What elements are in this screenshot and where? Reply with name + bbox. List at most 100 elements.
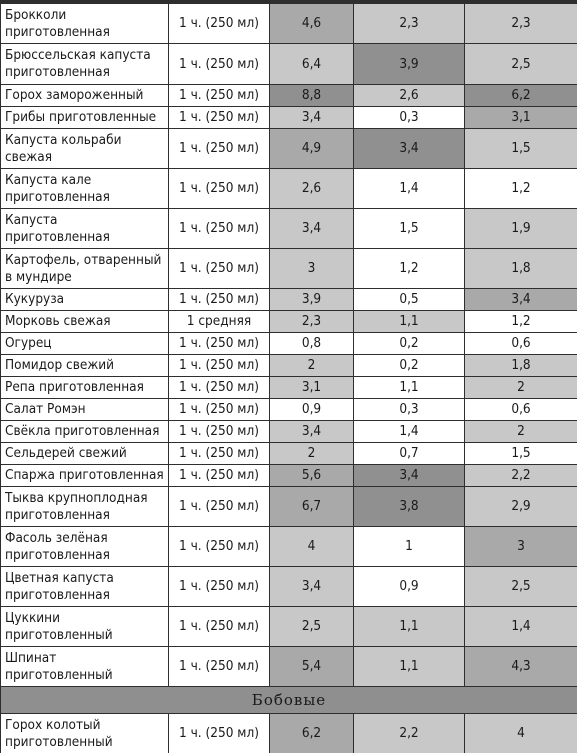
value-cell-c: 2 — [464, 376, 577, 399]
table-row: Брюссельская капуста приготовленная 1 ч. … — [0, 43, 577, 85]
table-row: Горох замороженный 1 ч. (250 мл) 8,8 2,6 6,2 — [0, 84, 577, 107]
value-cell-b: 1,2 — [353, 248, 465, 289]
portion-cell: 1 ч. (250 мл) — [168, 526, 270, 567]
value-cell-b: 0,5 — [353, 288, 465, 311]
value-cell-a: 3,4 — [269, 566, 354, 607]
value-cell-a: 3,4 — [269, 420, 354, 443]
table-row: Репа приготовленная 1 ч. (250 мл) 3,1 1,1 2 — [0, 376, 577, 399]
food-name-cell: Репа приготовленная — [0, 376, 169, 399]
table-row: Шпинат приготовленный 1 ч. (250 мл) 5,4 1,1… — [0, 646, 577, 687]
portion-cell: 1 ч. (250 мл) — [168, 420, 270, 443]
value-cell-b: 1,5 — [353, 208, 465, 249]
table-row: Фасоль зелёная приготовленная 1 ч. (250 м… — [0, 526, 577, 567]
portion-cell: 1 ч. (250 мл) — [168, 208, 270, 249]
table-row: Грибы приготовленные 1 ч. (250 мл) 3,4 0,3 3… — [0, 106, 577, 129]
value-cell-a: 2 — [269, 354, 354, 377]
value-cell-a: 3,4 — [269, 208, 354, 249]
value-cell-b: 2,2 — [353, 713, 465, 753]
value-cell-a: 2 — [269, 442, 354, 465]
value-cell-a: 2,5 — [269, 606, 354, 647]
value-cell-a: 2,6 — [269, 168, 354, 209]
portion-cell: 1 ч. (250 мл) — [168, 713, 270, 753]
value-cell-c: 2,3 — [464, 3, 577, 44]
table-row: Помидор свежий 1 ч. (250 мл) 2 0,2 1,8 — [0, 354, 577, 377]
value-cell-c: 3 — [464, 526, 577, 567]
value-cell-c: 6,2 — [464, 84, 577, 107]
food-name-cell: Горох замороженный — [0, 84, 169, 107]
value-cell-b: 2,6 — [353, 84, 465, 107]
value-cell-a: 8,8 — [269, 84, 354, 107]
table-row: Спаржа приготовленная 1 ч. (250 мл) 5,6 3,4… — [0, 464, 577, 487]
value-cell-b: 2,3 — [353, 3, 465, 44]
food-name-cell: Свёкла приготовленная — [0, 420, 169, 443]
food-name-cell: Капуста кольраби свежая — [0, 128, 169, 169]
portion-cell: 1 ч. (250 мл) — [168, 376, 270, 399]
table-row: Огурец 1 ч. (250 мл) 0,8 0,2 0,6 — [0, 332, 577, 355]
food-name-cell: Помидор свежий — [0, 354, 169, 377]
food-name-cell: Шпинат приготовленный — [0, 646, 169, 687]
value-cell-a: 6,4 — [269, 43, 354, 85]
value-cell-c: 2,2 — [464, 464, 577, 487]
table-row: Картофель, отваренный в мундире 1 ч. (250… — [0, 248, 577, 289]
value-cell-c: 0,6 — [464, 332, 577, 355]
value-cell-c: 2,5 — [464, 43, 577, 85]
value-cell-b: 0,9 — [353, 566, 465, 607]
top-rule — [0, 0, 577, 3]
portion-cell: 1 ч. (250 мл) — [168, 464, 270, 487]
value-cell-a: 3 — [269, 248, 354, 289]
value-cell-a: 6,7 — [269, 486, 354, 527]
food-name-cell: Фасоль зелёная приготовленная — [0, 526, 169, 567]
portion-cell: 1 ч. (250 мл) — [168, 398, 270, 421]
section-title: Бобовые — [0, 686, 577, 714]
portion-cell: 1 ч. (250 мл) — [168, 84, 270, 107]
value-cell-a: 5,4 — [269, 646, 354, 687]
table-row: Горох колотый приготовленный 1 ч. (250 мл… — [0, 713, 577, 753]
value-cell-c: 2,5 — [464, 566, 577, 607]
portion-cell: 1 ч. (250 мл) — [168, 248, 270, 289]
table-row: Капуста кале приготовленная 1 ч. (250 мл)… — [0, 168, 577, 209]
portion-cell: 1 ч. (250 мл) — [168, 106, 270, 129]
value-cell-a: 0,8 — [269, 332, 354, 355]
value-cell-b: 3,4 — [353, 128, 465, 169]
portion-cell: 1 ч. (250 мл) — [168, 486, 270, 527]
portion-cell: 1 ч. (250 мл) — [168, 442, 270, 465]
portion-cell: 1 ч. (250 мл) — [168, 168, 270, 209]
value-cell-a: 3,1 — [269, 376, 354, 399]
table-row: Тыква крупноплодная приготовленная 1 ч. (… — [0, 486, 577, 527]
table-row: Кукуруза 1 ч. (250 мл) 3,9 0,5 3,4 — [0, 288, 577, 311]
food-name-cell: Спаржа приготовленная — [0, 464, 169, 487]
food-name-cell: Грибы приготовленные — [0, 106, 169, 129]
table-row: Брокколи приготовленная 1 ч. (250 мл) 4,6 2… — [0, 3, 577, 44]
food-name-cell: Брокколи приготовленная — [0, 3, 169, 44]
portion-cell: 1 ч. (250 мл) — [168, 288, 270, 311]
value-cell-c: 1,4 — [464, 606, 577, 647]
food-name-cell: Брюссельская капуста приготовленная — [0, 43, 169, 85]
food-name-cell: Картофель, отваренный в мундире — [0, 248, 169, 289]
value-cell-a: 3,9 — [269, 288, 354, 311]
value-cell-c: 1,2 — [464, 168, 577, 209]
value-cell-c: 2 — [464, 420, 577, 443]
portion-cell: 1 ч. (250 мл) — [168, 3, 270, 44]
value-cell-a: 4 — [269, 526, 354, 567]
food-name-cell: Кукуруза — [0, 288, 169, 311]
value-cell-a: 2,3 — [269, 310, 354, 333]
value-cell-c: 2,9 — [464, 486, 577, 527]
table-row: Цветная капуста приготовленная 1 ч. (250 … — [0, 566, 577, 607]
value-cell-b: 1,1 — [353, 310, 465, 333]
value-cell-c: 3,1 — [464, 106, 577, 129]
value-cell-c: 4,3 — [464, 646, 577, 687]
value-cell-b: 1,1 — [353, 646, 465, 687]
value-cell-b: 1 — [353, 526, 465, 567]
food-name-cell: Капуста приготовленная — [0, 208, 169, 249]
table-body: Брокколи приготовленная 1 ч. (250 мл) 4,6 2… — [0, 3, 577, 753]
table-row: Капуста кольраби свежая 1 ч. (250 мл) 4,9 3… — [0, 128, 577, 169]
portion-cell: 1 ч. (250 мл) — [168, 43, 270, 85]
portion-cell: 1 ч. (250 мл) — [168, 606, 270, 647]
food-name-cell: Сельдерей свежий — [0, 442, 169, 465]
value-cell-c: 1,2 — [464, 310, 577, 333]
value-cell-b: 0,7 — [353, 442, 465, 465]
table-row: Капуста приготовленная 1 ч. (250 мл) 3,4 1,… — [0, 208, 577, 249]
value-cell-a: 6,2 — [269, 713, 354, 753]
food-name-cell: Капуста кале приготовленная — [0, 168, 169, 209]
portion-cell: 1 ч. (250 мл) — [168, 354, 270, 377]
